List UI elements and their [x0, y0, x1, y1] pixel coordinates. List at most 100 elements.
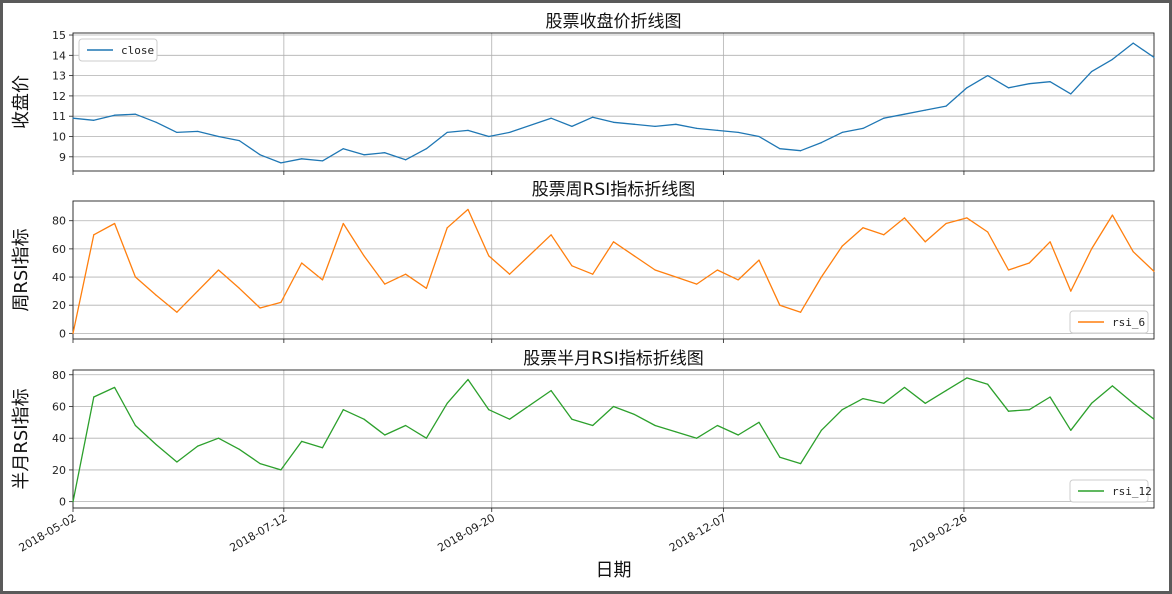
data-point	[550, 117, 552, 119]
data-point	[883, 117, 885, 119]
data-point	[737, 434, 739, 436]
data-point	[72, 332, 74, 334]
data-point	[820, 141, 822, 144]
y-tick-label: 40	[52, 271, 66, 284]
data-point	[1007, 410, 1010, 412]
data-point	[550, 390, 552, 392]
data-point	[217, 135, 220, 138]
data-point	[612, 241, 615, 243]
y-tick-label: 14	[52, 49, 66, 62]
data-point	[1111, 385, 1114, 387]
data-point	[93, 234, 95, 236]
data-point	[446, 227, 448, 229]
data-point	[799, 311, 802, 313]
data-point	[862, 127, 864, 129]
legend: rsi_6	[1069, 310, 1149, 334]
chart-title: 股票收盘价折线图	[546, 12, 682, 32]
y-tick-label: 9	[59, 151, 66, 164]
data-point	[841, 131, 843, 134]
data-point	[113, 386, 116, 389]
data-point	[238, 139, 240, 142]
data-point	[1028, 83, 1030, 85]
data-point	[342, 222, 344, 225]
data-point	[197, 445, 199, 447]
y-tick-label: 20	[52, 299, 66, 312]
chart-title: 股票半月RSI指标折线图	[523, 349, 704, 369]
axes-frame	[72, 369, 1155, 509]
series-line-close	[72, 42, 1155, 164]
data-point	[259, 307, 261, 309]
data-point	[301, 440, 303, 442]
data-point	[716, 129, 719, 132]
data-point	[841, 409, 843, 411]
data-point	[1091, 402, 1093, 404]
data-point	[716, 269, 719, 271]
data-point	[675, 431, 677, 433]
y-axis-label: 周RSI指标	[11, 228, 32, 311]
axes-frame	[72, 32, 1155, 172]
legend-box	[78, 38, 158, 62]
data-point	[425, 148, 428, 150]
data-point	[696, 437, 698, 439]
data-point	[987, 231, 989, 233]
x-tick-label: 2018-05-02	[17, 511, 79, 554]
data-point	[737, 279, 739, 281]
data-point	[467, 378, 469, 381]
data-point	[696, 127, 698, 129]
data-point	[384, 283, 386, 285]
data-point	[1091, 70, 1093, 73]
data-point	[903, 113, 906, 115]
data-point	[633, 255, 635, 257]
data-point	[259, 154, 261, 156]
data-point	[217, 269, 220, 271]
figure: 9 10 11 12 13 14 15 close 股票收盘价折线图 收盘价 0 20 40 60 80 rs…	[3, 3, 1169, 591]
y-tick-label: 13	[52, 70, 66, 83]
data-point	[280, 162, 282, 164]
data-point	[384, 152, 386, 154]
data-point	[945, 222, 947, 225]
data-point	[176, 131, 178, 134]
y-tick-label: 10	[52, 131, 66, 144]
data-point	[1091, 248, 1093, 250]
data-point	[342, 148, 344, 150]
data-point	[321, 447, 324, 449]
data-point	[113, 222, 116, 225]
data-point	[1070, 429, 1072, 431]
data-point	[176, 311, 178, 313]
data-point	[238, 287, 240, 289]
data-point	[134, 276, 136, 278]
plot-area	[73, 201, 1154, 339]
legend-label: rsi_6	[1112, 316, 1145, 329]
data-point	[321, 279, 324, 281]
data-point	[779, 148, 781, 150]
data-point	[508, 131, 511, 134]
legend-box	[1069, 310, 1149, 334]
data-point	[924, 241, 926, 243]
data-point	[405, 424, 407, 427]
legend-box	[1069, 479, 1149, 503]
data-point	[924, 109, 926, 111]
data-point	[259, 462, 261, 465]
data-point	[571, 265, 573, 267]
data-point	[696, 283, 698, 285]
data-point	[1049, 241, 1051, 243]
data-point	[612, 405, 615, 408]
data-point	[716, 424, 719, 427]
data-point	[1153, 56, 1155, 58]
data-point	[675, 276, 677, 278]
chart-title: 股票周RSI指标折线图	[532, 180, 696, 200]
data-point	[1132, 402, 1134, 404]
data-point	[508, 418, 511, 420]
legend-label: close	[121, 44, 154, 57]
data-point	[508, 273, 511, 275]
data-point	[799, 462, 802, 465]
data-point	[945, 105, 947, 107]
data-point	[633, 123, 635, 125]
data-point	[280, 469, 282, 471]
x-axis-label: 日期	[596, 560, 632, 581]
data-point	[862, 397, 864, 400]
data-point	[841, 245, 843, 247]
data-point	[93, 396, 95, 398]
data-point	[550, 234, 552, 236]
